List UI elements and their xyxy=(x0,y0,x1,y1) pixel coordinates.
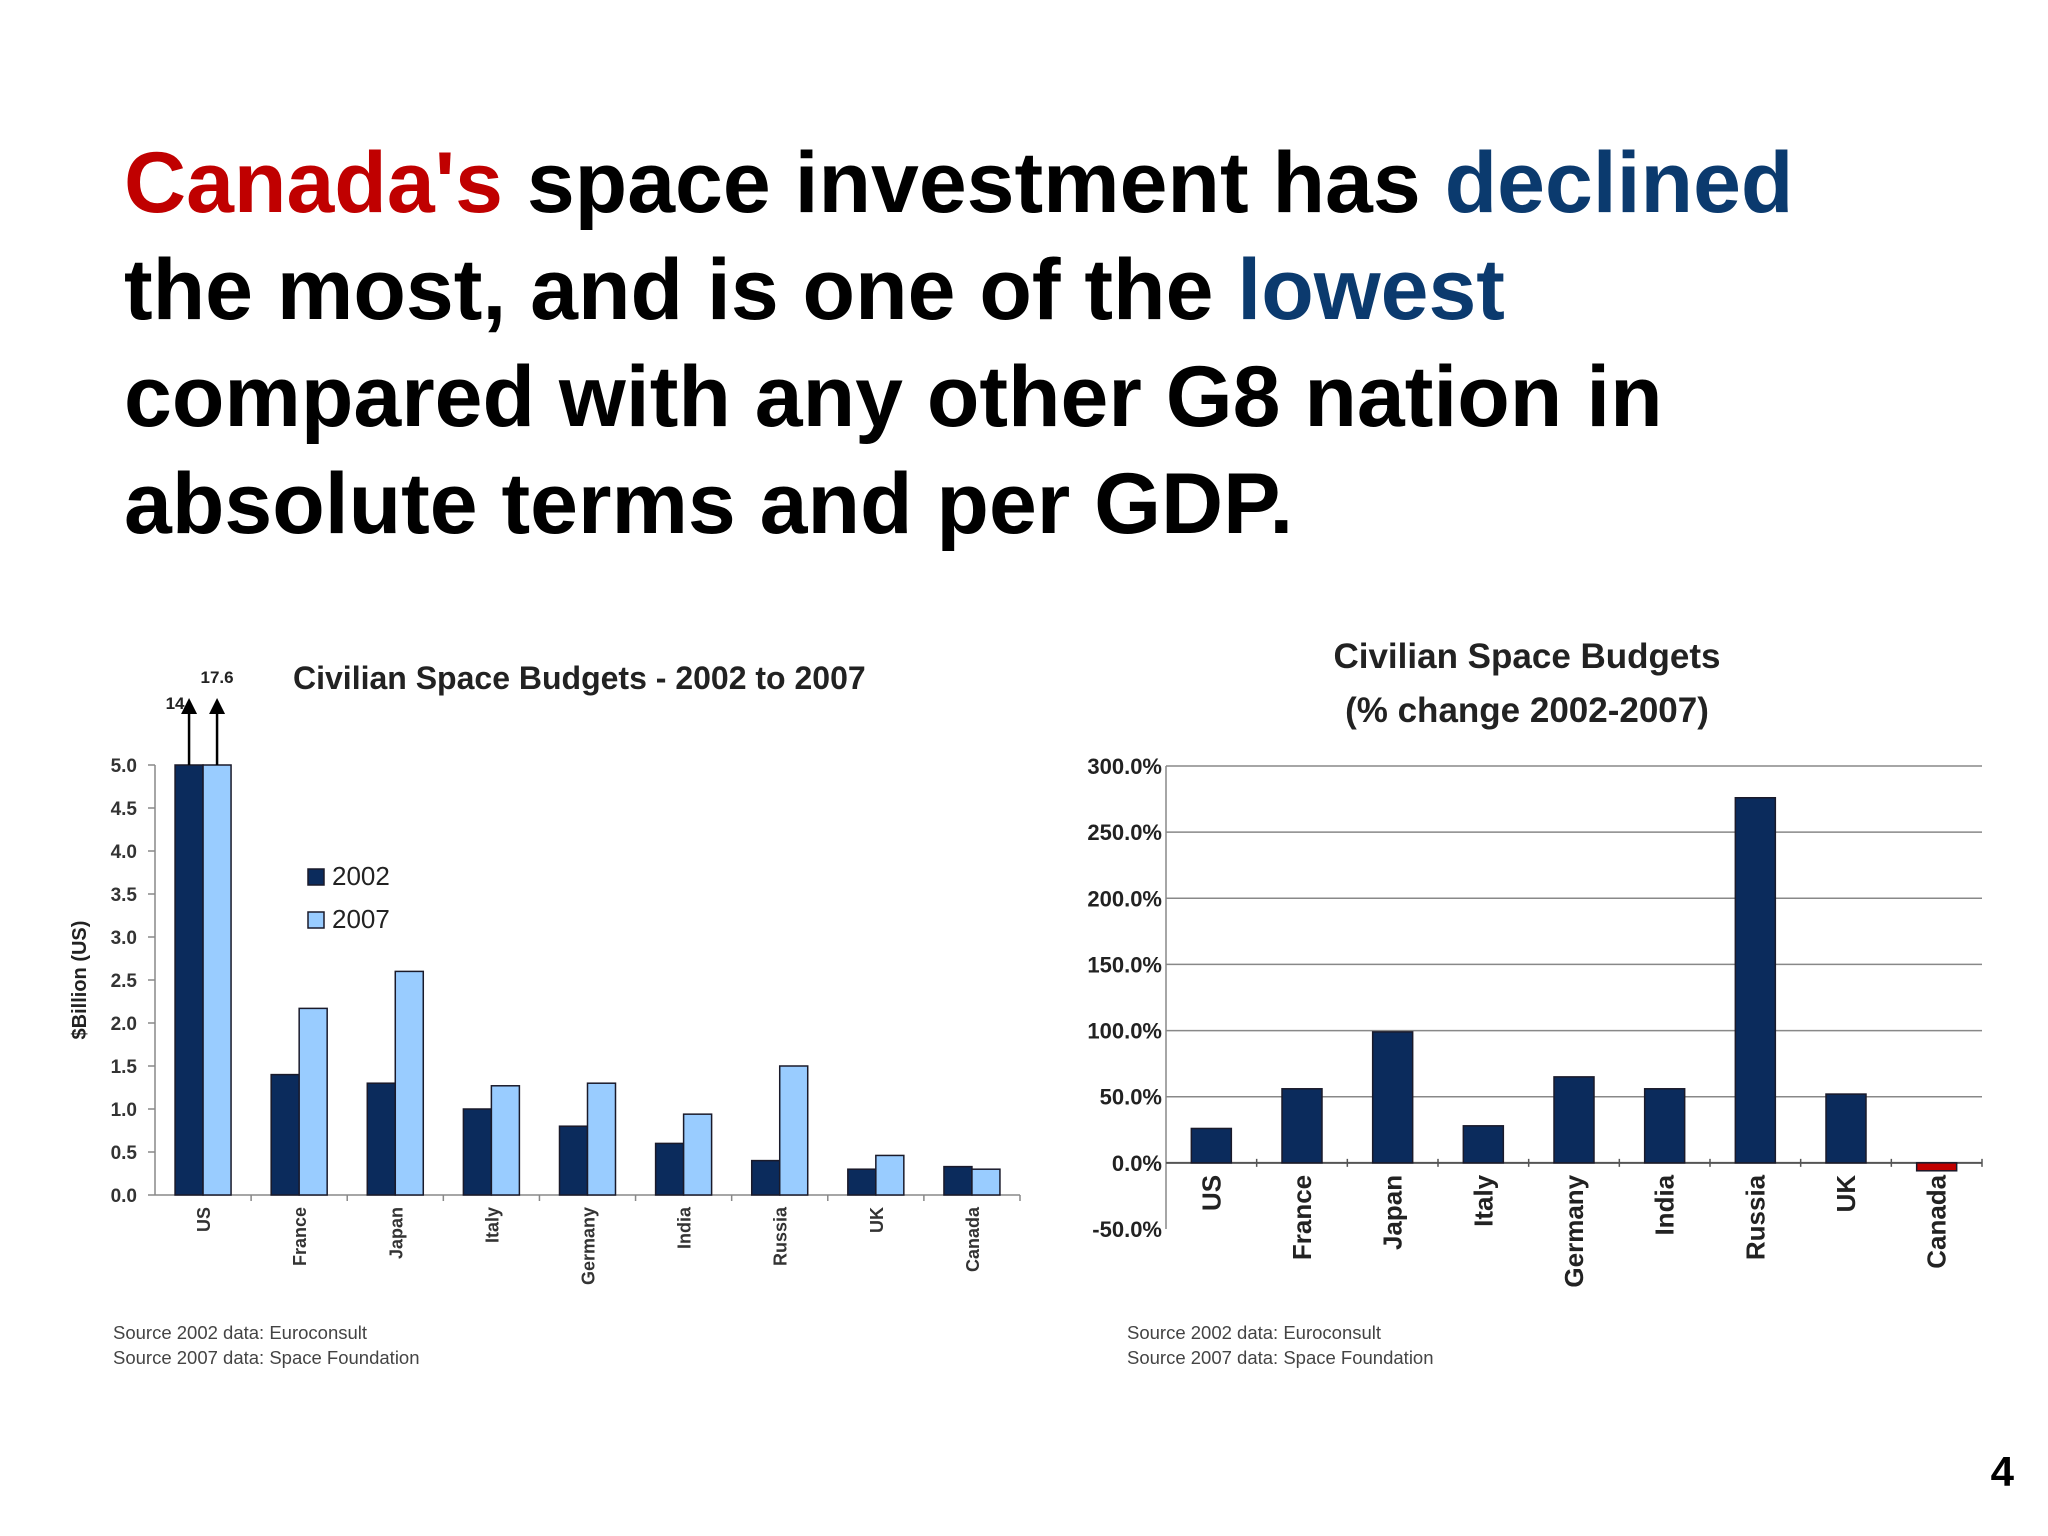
bar-japan-2002 xyxy=(366,1082,397,1196)
y-tick-label: 0.0 xyxy=(111,1186,137,1207)
bar-uk-2007 xyxy=(875,1154,905,1196)
headline-lowest: lowest xyxy=(1237,242,1505,338)
x-tick-label: US xyxy=(1196,1175,1226,1211)
headline-text-3: compared with any other G8 nation in abs… xyxy=(124,349,1663,552)
y-tick-label: 250.0% xyxy=(1087,820,1162,845)
x-tick-label: Japan xyxy=(386,1207,406,1259)
y-tick-label: 1.0 xyxy=(111,1100,137,1121)
y-tick-label: 3.0 xyxy=(111,928,137,949)
x-tick-label: Canada xyxy=(1922,1174,1952,1268)
x-tick-label: India xyxy=(1650,1174,1680,1235)
legend-label-2002: 2002 xyxy=(332,861,390,891)
slide-headline: Canada's space investment has declined t… xyxy=(124,130,1924,558)
bar-russia-2007 xyxy=(778,1065,809,1196)
legend-label-2007: 2007 xyxy=(332,904,390,934)
y-axis-title: $Billion (US) xyxy=(69,921,91,1040)
x-tick-label: Canada xyxy=(963,1206,983,1272)
x-tick-label: France xyxy=(290,1207,310,1266)
bar-germany-2002 xyxy=(558,1125,589,1196)
y-tick-label: 100.0% xyxy=(1087,1019,1162,1044)
y-tick-label: 4.5 xyxy=(111,799,138,820)
right-source-2007: Source 2007 data: Space Foundation xyxy=(1127,1347,1434,1368)
legend-swatch-2007 xyxy=(307,911,325,929)
bar-value-label: 17.6 xyxy=(201,668,234,687)
bar-russia-2002 xyxy=(750,1159,781,1196)
left-source-2007: Source 2007 data: Space Foundation xyxy=(113,1347,420,1368)
bar-india-2007 xyxy=(682,1113,713,1196)
y-tick-label: 2.0 xyxy=(111,1014,137,1035)
bar-japan xyxy=(1371,1031,1414,1164)
y-tick-label: 50.0% xyxy=(1100,1085,1162,1110)
chart-absolute-budgets: Civilian Space Budgets - 2002 to 2007 0.0… xyxy=(69,660,1021,1285)
bar-france-2007 xyxy=(298,1007,328,1196)
y-tick-label: 150.0% xyxy=(1087,952,1162,977)
chart-title: Civilian Space Budgets - 2002 to 2007 xyxy=(293,660,866,696)
bar-japan-2007 xyxy=(394,970,425,1196)
bar-germany xyxy=(1553,1076,1595,1164)
bar-france xyxy=(1281,1088,1323,1164)
x-tick-label: India xyxy=(675,1206,695,1249)
chart-percent-change: Civilian Space Budgets (% change 2002-200… xyxy=(1087,637,1983,1288)
x-tick-label: Italy xyxy=(482,1207,502,1243)
left-source-2002: Source 2002 data: Euroconsult xyxy=(113,1322,368,1343)
bar-italy-2002 xyxy=(462,1108,493,1196)
x-tick-label: Germany xyxy=(579,1207,599,1285)
x-tick-label: Russia xyxy=(1740,1174,1770,1260)
x-tick-label: Russia xyxy=(771,1206,791,1266)
bar-us xyxy=(1190,1127,1233,1164)
bar-india xyxy=(1643,1088,1686,1164)
bar-value-label: 14 xyxy=(166,694,185,713)
overflow-arrow-head xyxy=(209,698,226,714)
y-tick-label: 300.0% xyxy=(1087,754,1162,779)
x-tick-label: US xyxy=(194,1207,214,1232)
y-tick-label: 200.0% xyxy=(1087,886,1162,911)
y-tick-label: -50.0% xyxy=(1092,1217,1162,1242)
x-tick-label: Japan xyxy=(1378,1175,1408,1250)
y-tick-label: 3.5 xyxy=(111,885,138,906)
bar-canada-2002 xyxy=(943,1165,973,1196)
x-tick-label: UK xyxy=(1831,1175,1861,1213)
chart-title-line: Civilian Space Budgets xyxy=(1333,637,1720,676)
legend-swatch-2002 xyxy=(307,868,325,886)
page-number: 4 xyxy=(1990,1448,2014,1495)
bar-france-2002 xyxy=(270,1073,300,1196)
headline-text-1: space investment has xyxy=(502,135,1445,231)
right-source-notes: Source 2002 data: Euroconsult Source 200… xyxy=(1127,1320,1434,1370)
y-tick-label: 4.0 xyxy=(111,842,137,863)
bar-uk xyxy=(1825,1093,1867,1164)
bar-canada-2007 xyxy=(971,1168,1001,1196)
y-tick-label: 2.5 xyxy=(111,971,138,992)
overflow-arrow-head xyxy=(181,698,198,714)
bar-italy xyxy=(1462,1125,1505,1164)
bar-us-2002 xyxy=(174,764,204,1196)
bar-us-2007 xyxy=(202,764,232,1196)
y-tick-label: 1.5 xyxy=(111,1057,138,1078)
y-tick-label: 0.5 xyxy=(111,1143,138,1164)
bar-india-2002 xyxy=(654,1142,685,1196)
y-tick-label: 5.0 xyxy=(111,756,137,777)
bar-uk-2002 xyxy=(847,1168,877,1196)
headline-canada: Canada's xyxy=(124,135,503,231)
bar-canada xyxy=(1915,1162,1958,1172)
x-tick-label: France xyxy=(1287,1175,1317,1260)
x-tick-label: Italy xyxy=(1468,1174,1498,1227)
x-tick-label: UK xyxy=(867,1207,887,1233)
headline-declined: declined xyxy=(1444,135,1794,231)
bar-germany-2007 xyxy=(586,1082,617,1196)
x-tick-label: Germany xyxy=(1559,1174,1589,1287)
headline-text-2: the most, and is one of the xyxy=(124,242,1238,338)
right-source-2002: Source 2002 data: Euroconsult xyxy=(1127,1322,1382,1343)
bar-italy-2007 xyxy=(490,1085,521,1196)
chart-title-line: (% change 2002-2007) xyxy=(1345,691,1709,730)
bar-russia xyxy=(1734,796,1777,1164)
left-source-notes: Source 2002 data: Euroconsult Source 200… xyxy=(113,1320,420,1370)
y-tick-label: 0.0% xyxy=(1112,1151,1162,1176)
